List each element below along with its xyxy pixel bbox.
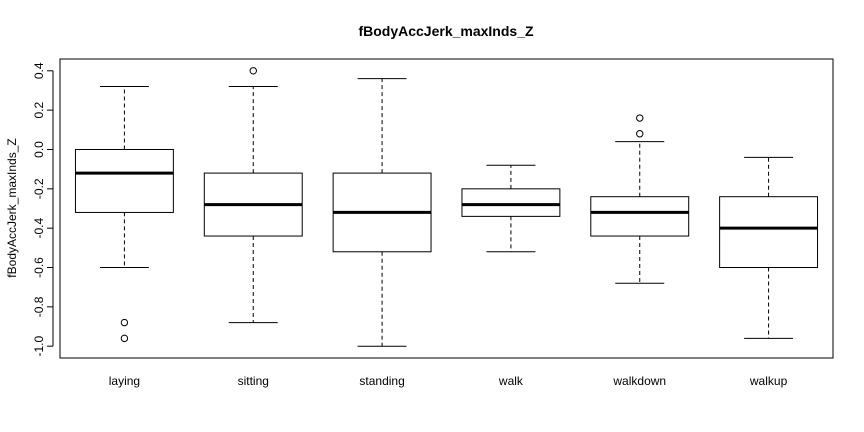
plot-frame — [59, 58, 834, 359]
y-tick-label: 0.0 — [32, 141, 46, 158]
y-tick-label: -0.6 — [32, 257, 46, 278]
outlier-point — [120, 318, 129, 327]
chart-title: fBodyAccJerk_maxInds_Z — [358, 23, 534, 39]
y-tick-label: 0.2 — [32, 101, 46, 118]
box-walk — [461, 164, 561, 253]
box-walkup — [719, 156, 819, 339]
y-tick-label: -0.8 — [32, 296, 46, 317]
outlier-point — [249, 67, 257, 75]
y-axis-title: fBodyAccJerk_maxInds_Z — [5, 138, 19, 277]
iqr-box — [461, 188, 561, 217]
y-tick-label: -1.0 — [32, 336, 46, 357]
box-standing — [332, 78, 432, 347]
y-tick-label: -0.2 — [32, 178, 46, 199]
y-tick-label: -0.4 — [32, 218, 46, 239]
iqr-box — [719, 196, 819, 269]
boxes-group — [74, 67, 819, 347]
box-laying — [74, 86, 174, 343]
x-tick-label: sitting — [238, 374, 269, 388]
x-tick-label: walkup — [749, 374, 788, 388]
box-sitting — [203, 67, 303, 324]
y-tick-label: 0.4 — [32, 62, 46, 79]
iqr-box — [74, 148, 174, 213]
outlier-point — [636, 114, 644, 122]
x-tick-label: standing — [359, 374, 404, 388]
x-tick-label: walkdown — [612, 374, 666, 388]
box-walkdown — [590, 114, 690, 284]
x-axis: laying sitting standing walk walkdown walkup — [109, 374, 788, 388]
x-tick-label: laying — [109, 374, 140, 388]
outlier-point — [636, 130, 644, 138]
outlier-point — [120, 334, 129, 343]
x-tick-label: walk — [498, 374, 524, 388]
iqr-box — [590, 196, 690, 237]
y-axis: -1.0 -0.8 -0.6 -0.4 -0.2 0.0 0.2 0.4 — [32, 62, 54, 357]
